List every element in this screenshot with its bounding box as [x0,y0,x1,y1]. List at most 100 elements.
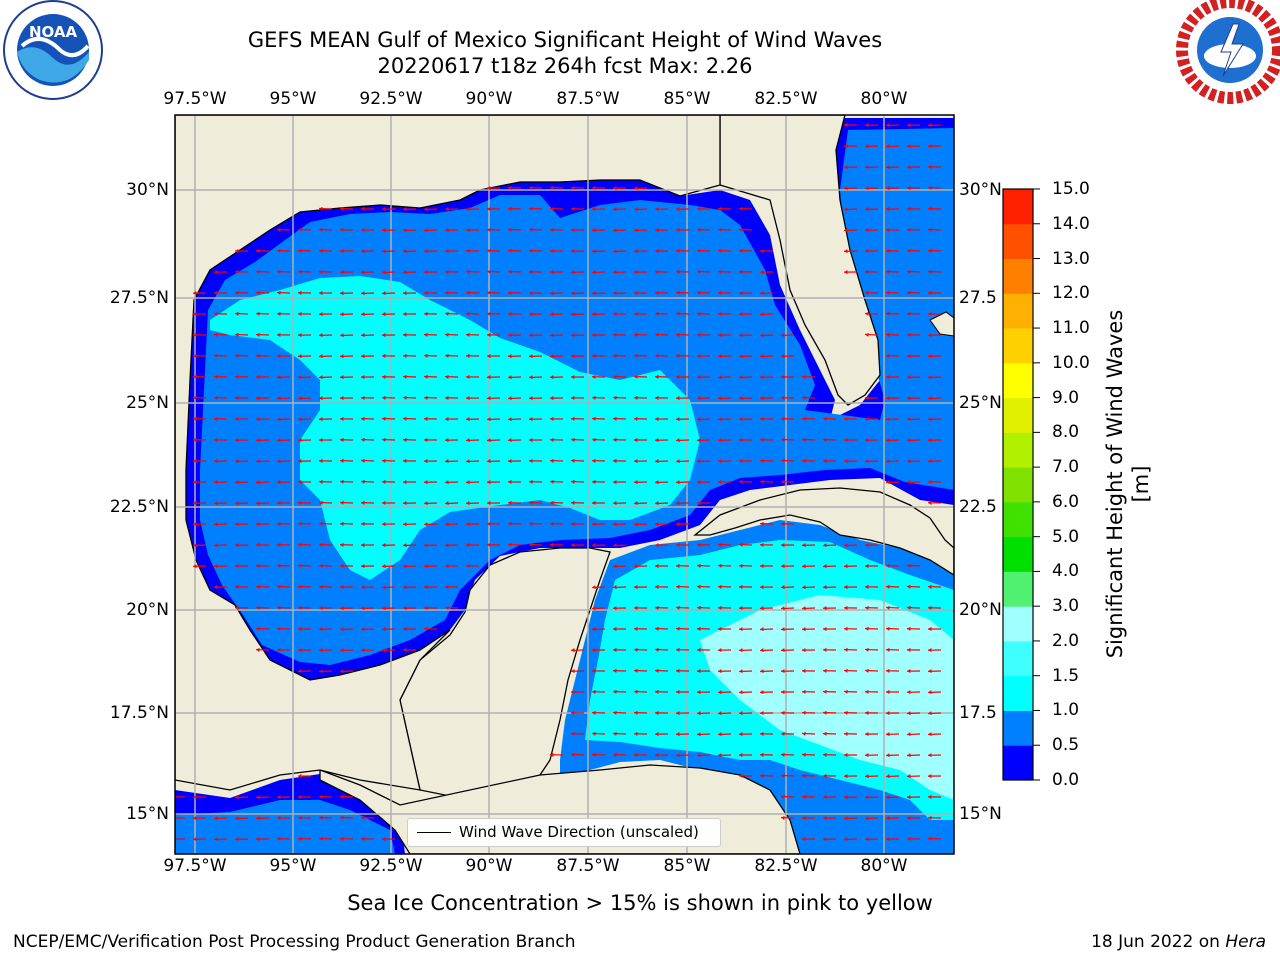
wind-wave-arrowhead [235,837,239,842]
wind-wave-arrowhead [865,123,869,128]
wind-wave-arrowhead [760,606,764,611]
wind-wave-arrowhead [466,248,470,253]
wind-wave-arrowhead [214,416,218,421]
wind-wave-arrowhead [571,710,575,716]
wind-wave-arrowhead [466,374,470,380]
wind-wave-arrowhead [907,290,911,295]
wind-wave-arrowhead [424,480,428,485]
footer-date: 18 Jun 2022 on Hera [1091,932,1266,952]
lon-tick-top: 97.5°W [163,89,227,109]
wind-wave-arrowhead [844,795,848,800]
wind-wave-arrowhead [655,290,659,295]
wind-wave-arrowhead [571,479,575,484]
wind-wave-arrowhead [550,333,554,338]
wind-wave-arrowhead [613,207,617,212]
wind-wave-arrowhead [550,206,554,211]
wind-wave-arrowhead [550,375,554,380]
wind-wave-arrowhead [865,795,869,800]
wind-wave-arrowhead [382,353,386,359]
wind-wave-arrowhead [865,563,869,569]
wind-wave-arrowhead [739,479,743,484]
wind-wave-arrowhead [844,437,848,443]
wind-wave-arrowhead [445,311,449,316]
wind-wave-arrowhead [613,668,617,673]
wind-wave-arrowhead [886,144,890,149]
wind-wave-arrowhead [298,458,302,464]
wind-wave-arrowhead [445,584,449,590]
wind-wave-arrowhead [340,815,344,820]
wind-wave-arrowhead [655,480,659,485]
wind-wave-arrowhead [676,584,680,589]
wind-wave-arrowhead [697,459,701,464]
wind-wave-arrowhead [928,269,932,274]
wind-wave-arrowhead [697,732,701,737]
wind-wave-arrowhead [655,584,659,590]
wind-wave-arrowhead [886,311,890,316]
wind-wave-arrowhead [235,395,239,401]
colorbar-segment [1003,745,1033,781]
wind-wave-arrowhead [235,543,239,548]
wind-wave-arrowhead [424,269,428,275]
wind-wave-arrowhead [424,207,428,212]
wind-wave-arrowhead [382,585,386,590]
wind-wave-arrowhead [697,480,701,485]
lat-tick-right: 20°N [959,600,1002,620]
wind-wave-arrowhead [718,311,722,317]
wind-wave-arrowhead [403,479,407,485]
colorbar-tick-label: 14.0 [1052,213,1090,234]
wind-wave-arrowhead [319,375,323,380]
wind-wave-arrowhead [697,668,701,674]
wind-wave-arrowhead [193,837,197,842]
colorbar-segment [1003,640,1033,677]
wind-wave-arrowhead [907,417,911,422]
wind-wave-arrowhead [214,269,218,275]
wind-wave-arrowhead [592,332,596,338]
wind-wave-arrowhead [214,332,218,337]
wind-wave-arrowhead [319,542,323,547]
wind-wave-arrowhead [844,564,848,569]
wind-wave-arrowhead [781,585,785,590]
wind-wave-arrowhead [550,458,554,463]
wind-wave-arrowhead [298,332,302,338]
wind-wave-arrowhead [319,312,323,317]
wind-wave-arrowhead [886,374,890,380]
wind-wave-arrowhead [277,438,281,443]
wind-wave-arrowhead [865,668,869,673]
wind-wave-arrowhead [487,185,491,191]
wind-wave-arrowhead [634,458,638,464]
wind-wave-arrowhead [256,332,260,337]
wind-wave-arrowhead [277,248,281,253]
wind-wave-arrowhead [340,794,344,799]
lat-tick-right: 30°N [959,180,1002,200]
lon-tick-bottom: 97.5°W [163,856,227,876]
wind-wave-arrowhead [907,144,911,149]
wind-wave-arrowhead [382,543,386,548]
wind-wave-arrowhead [676,248,680,253]
wind-wave-arrowhead [403,291,407,296]
wind-wave-arrowhead [592,291,596,296]
wind-wave-arrowhead [508,396,512,401]
wind-wave-arrowhead [718,375,722,380]
wind-wave-arrowhead [193,395,197,400]
wind-wave-arrowhead [739,269,743,275]
wind-wave-arrowhead [256,480,260,485]
wind-wave-arrowhead [193,353,197,358]
wind-wave-arrowhead [760,248,764,254]
lon-tick-bottom: 90°W [465,856,513,876]
wind-wave-arrowhead [592,543,596,548]
wind-wave-arrowhead [613,332,617,338]
wind-wave-arrowhead [256,521,260,527]
wind-wave-arrowhead [529,206,533,211]
wind-wave-arrowhead [907,626,911,631]
wind-wave-arrowhead [844,269,848,275]
wind-wave-arrowhead [235,795,239,800]
wind-wave-arrowhead [865,144,869,149]
wind-wave-arrowhead [676,521,680,527]
wind-wave-arrowhead [655,228,659,233]
wind-wave-arrowhead [886,753,890,758]
wind-wave-arrowhead [739,206,743,211]
wind-wave-arrowhead [256,290,260,295]
wind-wave-arrowhead [403,353,407,358]
wind-wave-arrowhead [676,626,680,631]
wind-wave-arrowhead [319,396,323,401]
